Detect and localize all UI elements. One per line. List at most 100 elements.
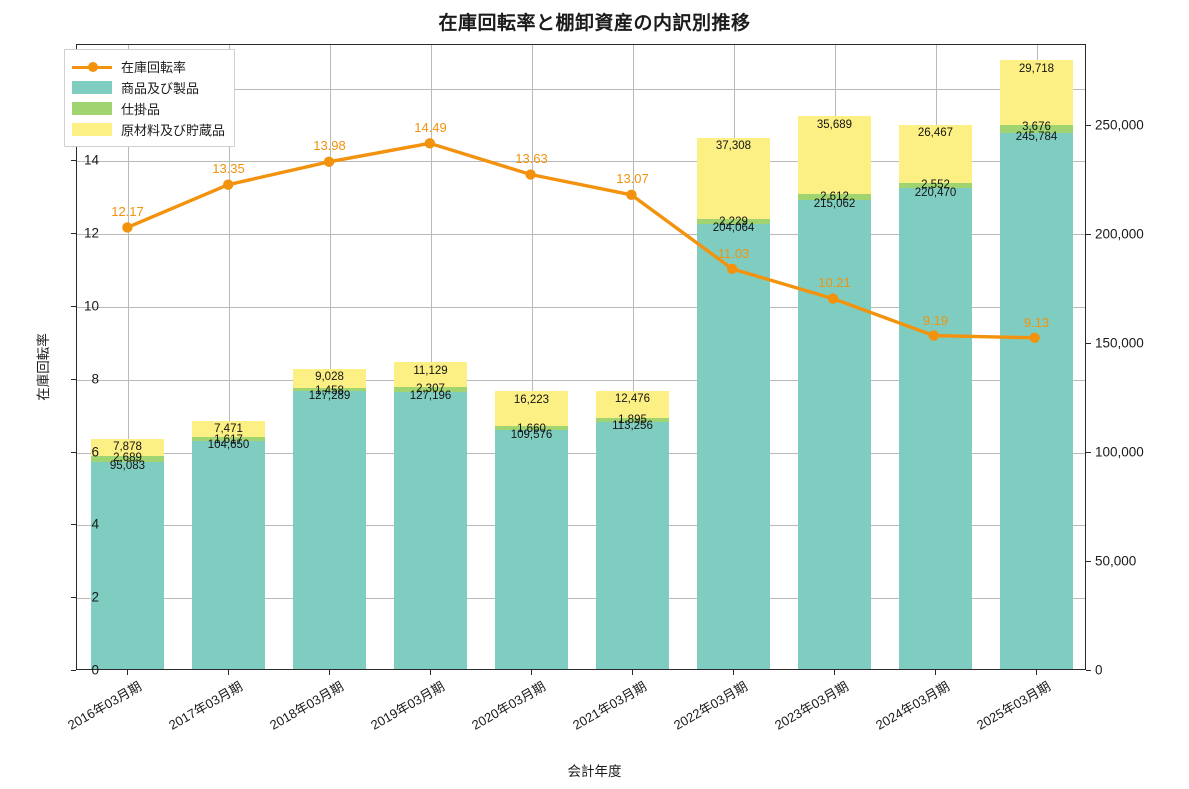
legend-swatch-icon (72, 122, 112, 137)
bar-segment-work-in-process[interactable] (596, 417, 669, 422)
bar-segment-raw-materials[interactable] (697, 137, 770, 220)
y-axis-left-tick (71, 306, 76, 308)
legend-item[interactable]: 原材料及び貯蔵品 (72, 119, 225, 140)
bar-stack[interactable]: 220,470 2,552 26,467 (899, 124, 972, 669)
y-axis-left-tick (71, 670, 76, 671)
y-axis-right-tick (1086, 342, 1091, 344)
y-axis-left-tick (71, 451, 76, 453)
line-data-label: 12.17 (111, 204, 144, 220)
bar-segment-work-in-process[interactable] (495, 426, 568, 430)
bar-segment-raw-materials[interactable] (91, 438, 164, 456)
x-axis-tick (934, 670, 936, 675)
line-data-label: 13.63 (515, 150, 548, 166)
bar-segment-work-in-process[interactable] (798, 194, 871, 200)
gridline-vertical (632, 45, 634, 669)
bar-segment-raw-materials[interactable] (1000, 60, 1073, 125)
legend-item[interactable]: 商品及び製品 (72, 77, 225, 98)
bar-stack[interactable]: 127,289 1,458 9,028 (293, 368, 366, 669)
turnover-line-marker[interactable] (1029, 332, 1040, 343)
legend-item-label: 在庫回転率 (121, 60, 187, 75)
x-axis-tick (227, 670, 229, 675)
bar-segment-raw-materials[interactable] (394, 362, 467, 387)
y-axis-left-tick-label: 2 (91, 589, 99, 605)
bar-segment-work-in-process[interactable] (394, 386, 467, 392)
bar-segment-merchandise[interactable] (394, 391, 467, 669)
bar-segment-raw-materials[interactable] (192, 420, 265, 438)
gridline-vertical (127, 45, 129, 669)
line-data-label: 9.19 (922, 312, 949, 328)
bar-stack[interactable]: 95,083 2,689 7,878 (91, 438, 164, 669)
legend-swatch-icon (72, 101, 112, 116)
bar-segment-merchandise[interactable] (697, 223, 770, 669)
y-axis-left-tick (71, 524, 76, 526)
bar-stack[interactable]: 127,196 2,307 11,129 (394, 362, 467, 669)
line-data-label: 10.21 (818, 275, 851, 291)
turnover-line-marker[interactable] (525, 169, 536, 180)
line-data-label: 9.13 (1023, 314, 1050, 330)
bar-segment-merchandise[interactable] (596, 421, 669, 669)
y-axis-left-tick-label: 10 (83, 298, 99, 314)
gridline-vertical (430, 45, 432, 669)
bar-segment-work-in-process[interactable] (1000, 124, 1073, 133)
bar-stack[interactable]: 215,062 2,612 35,689 (798, 116, 871, 669)
gridline-horizontal (77, 234, 1085, 236)
gridline-horizontal (77, 525, 1085, 527)
y-axis-left-tick (71, 160, 76, 162)
y-axis-left-tick (71, 597, 76, 599)
x-axis-title: 会計年度 (567, 764, 622, 779)
bar-stack[interactable]: 109,576 1,660 16,223 (495, 391, 568, 669)
gridline-horizontal (77, 598, 1085, 600)
x-axis-tick (833, 670, 835, 675)
gridline-horizontal (77, 307, 1085, 309)
bar-segment-merchandise[interactable] (495, 430, 568, 669)
bar-segment-raw-materials[interactable] (495, 391, 568, 427)
y-axis-right-tick (1086, 451, 1091, 453)
bar-segment-raw-materials[interactable] (798, 116, 871, 195)
y-axis-left-title: 在庫回転率 (36, 333, 51, 401)
y-axis-right-tick (1086, 670, 1091, 671)
line-data-label: 13.07 (616, 171, 649, 187)
bar-segment-merchandise[interactable] (192, 440, 265, 669)
bar-stack[interactable]: 245,784 3,676 29,718 (1000, 60, 1073, 669)
turnover-line-marker[interactable] (323, 156, 335, 168)
turnover-line-marker[interactable] (928, 330, 939, 341)
line-data-label: 14.49 (414, 119, 447, 135)
bar-segment-work-in-process[interactable] (91, 455, 164, 462)
turnover-line-marker[interactable] (122, 222, 133, 233)
x-axis-tick (732, 670, 734, 675)
y-axis-right-title: 棚卸資産 (百万円) (1185, 220, 1189, 400)
bar-segment-work-in-process[interactable] (192, 437, 265, 441)
turnover-line-marker[interactable] (424, 138, 435, 149)
bar-segment-raw-materials[interactable] (596, 390, 669, 418)
gridline-vertical (329, 45, 331, 669)
bar-segment-work-in-process[interactable] (899, 182, 972, 189)
bar-segment-work-in-process[interactable] (697, 219, 770, 224)
bar-segment-merchandise[interactable] (798, 199, 871, 669)
chart-title: 在庫回転率と棚卸資産の内訳別推移 (438, 13, 751, 34)
gridline-vertical (228, 45, 230, 669)
y-axis-right-tick-label: 200,000 (1095, 226, 1144, 242)
legend-item[interactable]: 仕掛品 (72, 98, 225, 119)
line-data-label: 11.03 (717, 245, 750, 261)
bar-segment-work-in-process[interactable] (293, 388, 366, 392)
gridline-vertical (531, 45, 533, 669)
turnover-line-marker[interactable] (727, 263, 738, 275)
bar-segment-merchandise[interactable] (1000, 132, 1073, 669)
bar-segment-merchandise[interactable] (293, 391, 366, 669)
bar-segment-raw-materials[interactable] (293, 368, 366, 389)
bar-segment-merchandise[interactable] (899, 188, 972, 669)
gridline-horizontal (77, 379, 1085, 381)
bar-stack[interactable]: 204,064 2,229 37,308 (697, 137, 770, 669)
plot-area: 95,083 2,689 7,878 104,650 1,617 7,471 127,289… (76, 44, 1086, 670)
legend-item[interactable]: 在庫回転率 (72, 56, 225, 77)
bar-segment-raw-materials[interactable] (899, 124, 972, 183)
turnover-line-marker[interactable] (223, 179, 234, 190)
x-axis-tick (126, 670, 128, 675)
bar-segment-merchandise[interactable] (91, 461, 164, 669)
x-axis-tick (530, 670, 532, 675)
turnover-line-marker[interactable] (626, 189, 637, 201)
y-axis-right-tick-label: 150,000 (1095, 335, 1144, 351)
turnover-line-marker[interactable] (827, 293, 839, 304)
y-axis-left-tick-label: 12 (83, 225, 99, 241)
legend-swatch (72, 80, 112, 94)
